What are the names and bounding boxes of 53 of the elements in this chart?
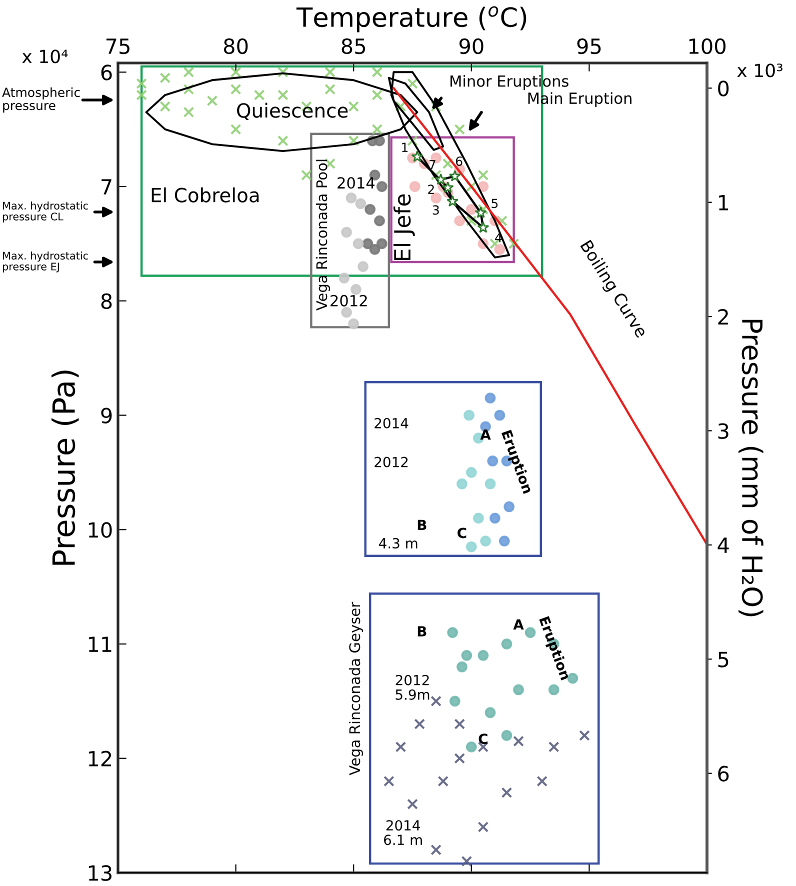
- text: Max. hydrostatic pressure CL: [2, 202, 88, 222]
- x-axis-title: Temperature ($^{o}$C): [296, 6, 526, 32]
- x-tick-label: 85: [342, 38, 366, 54]
- y-tick-label: 9: [101, 408, 112, 424]
- y-tick-label: 8: [101, 293, 112, 310]
- x-tick-label: 75: [106, 38, 130, 54]
- y2-tick-label: 1: [719, 195, 728, 210]
- annotation: B: [418, 626, 426, 636]
- y2-tick-label: 4: [718, 538, 729, 553]
- annotation: C: [478, 734, 488, 744]
- x-tick-label: 90: [459, 38, 484, 54]
- annotation: C: [458, 528, 466, 538]
- annotation: 4.3 m: [379, 538, 418, 549]
- annotation: 2014 6.1 m: [384, 820, 422, 846]
- y2-tick-label: 0: [718, 80, 729, 96]
- y2-axis-title: Pressure (mm of H₂O): [738, 320, 764, 616]
- annotation: 2012: [330, 294, 367, 306]
- text: x 10⁴: [22, 50, 68, 64]
- annotation: El Jefe: [394, 194, 415, 260]
- y-tick-label: 10: [88, 522, 112, 538]
- annotation: 7: [429, 160, 436, 170]
- y-tick-label: 11: [88, 636, 112, 652]
- annotation: 2: [428, 184, 434, 194]
- y2-tick-label: 5: [718, 652, 728, 668]
- y-axis-title: Pressure (Pa): [52, 370, 79, 565]
- annotation: 2012 5.9m: [396, 674, 430, 700]
- annotation: 3: [432, 205, 439, 215]
- annotation: A: [513, 619, 524, 630]
- y2-tick-label: 2: [718, 308, 728, 324]
- y-tick-label: 7: [102, 179, 112, 194]
- y2-tick-label: 3: [718, 423, 728, 439]
- y-tick-label: 12: [88, 750, 112, 766]
- y2-tick-label: 6: [718, 766, 729, 782]
- text: x 10³: [737, 64, 782, 78]
- text: Max. hydrostatic pressure EJ: [2, 252, 88, 272]
- annotation: 2014: [338, 177, 375, 189]
- annotation: Vega Rinconada Pool: [316, 160, 330, 311]
- annotation: 1: [402, 142, 408, 152]
- x-tick-label: 95: [577, 38, 601, 54]
- annotation: 2012: [374, 456, 408, 468]
- annotation: Vega Rinconada Geyser: [348, 602, 364, 776]
- annotation: 2014: [374, 418, 408, 428]
- annotation: 5: [492, 198, 498, 208]
- text: Atmospheric pressure: [2, 87, 80, 113]
- annotation: A: [480, 430, 491, 440]
- annotation: El Cobreloa: [152, 187, 259, 202]
- x-tick-label: 100: [689, 38, 726, 54]
- annotation: 6: [456, 156, 462, 166]
- x-tick-label: 80: [224, 38, 248, 54]
- annotation: Quiescence: [237, 102, 348, 120]
- annotation: B: [418, 520, 426, 530]
- y-tick-label: 6: [101, 64, 112, 80]
- y-tick-label: 13: [88, 865, 112, 881]
